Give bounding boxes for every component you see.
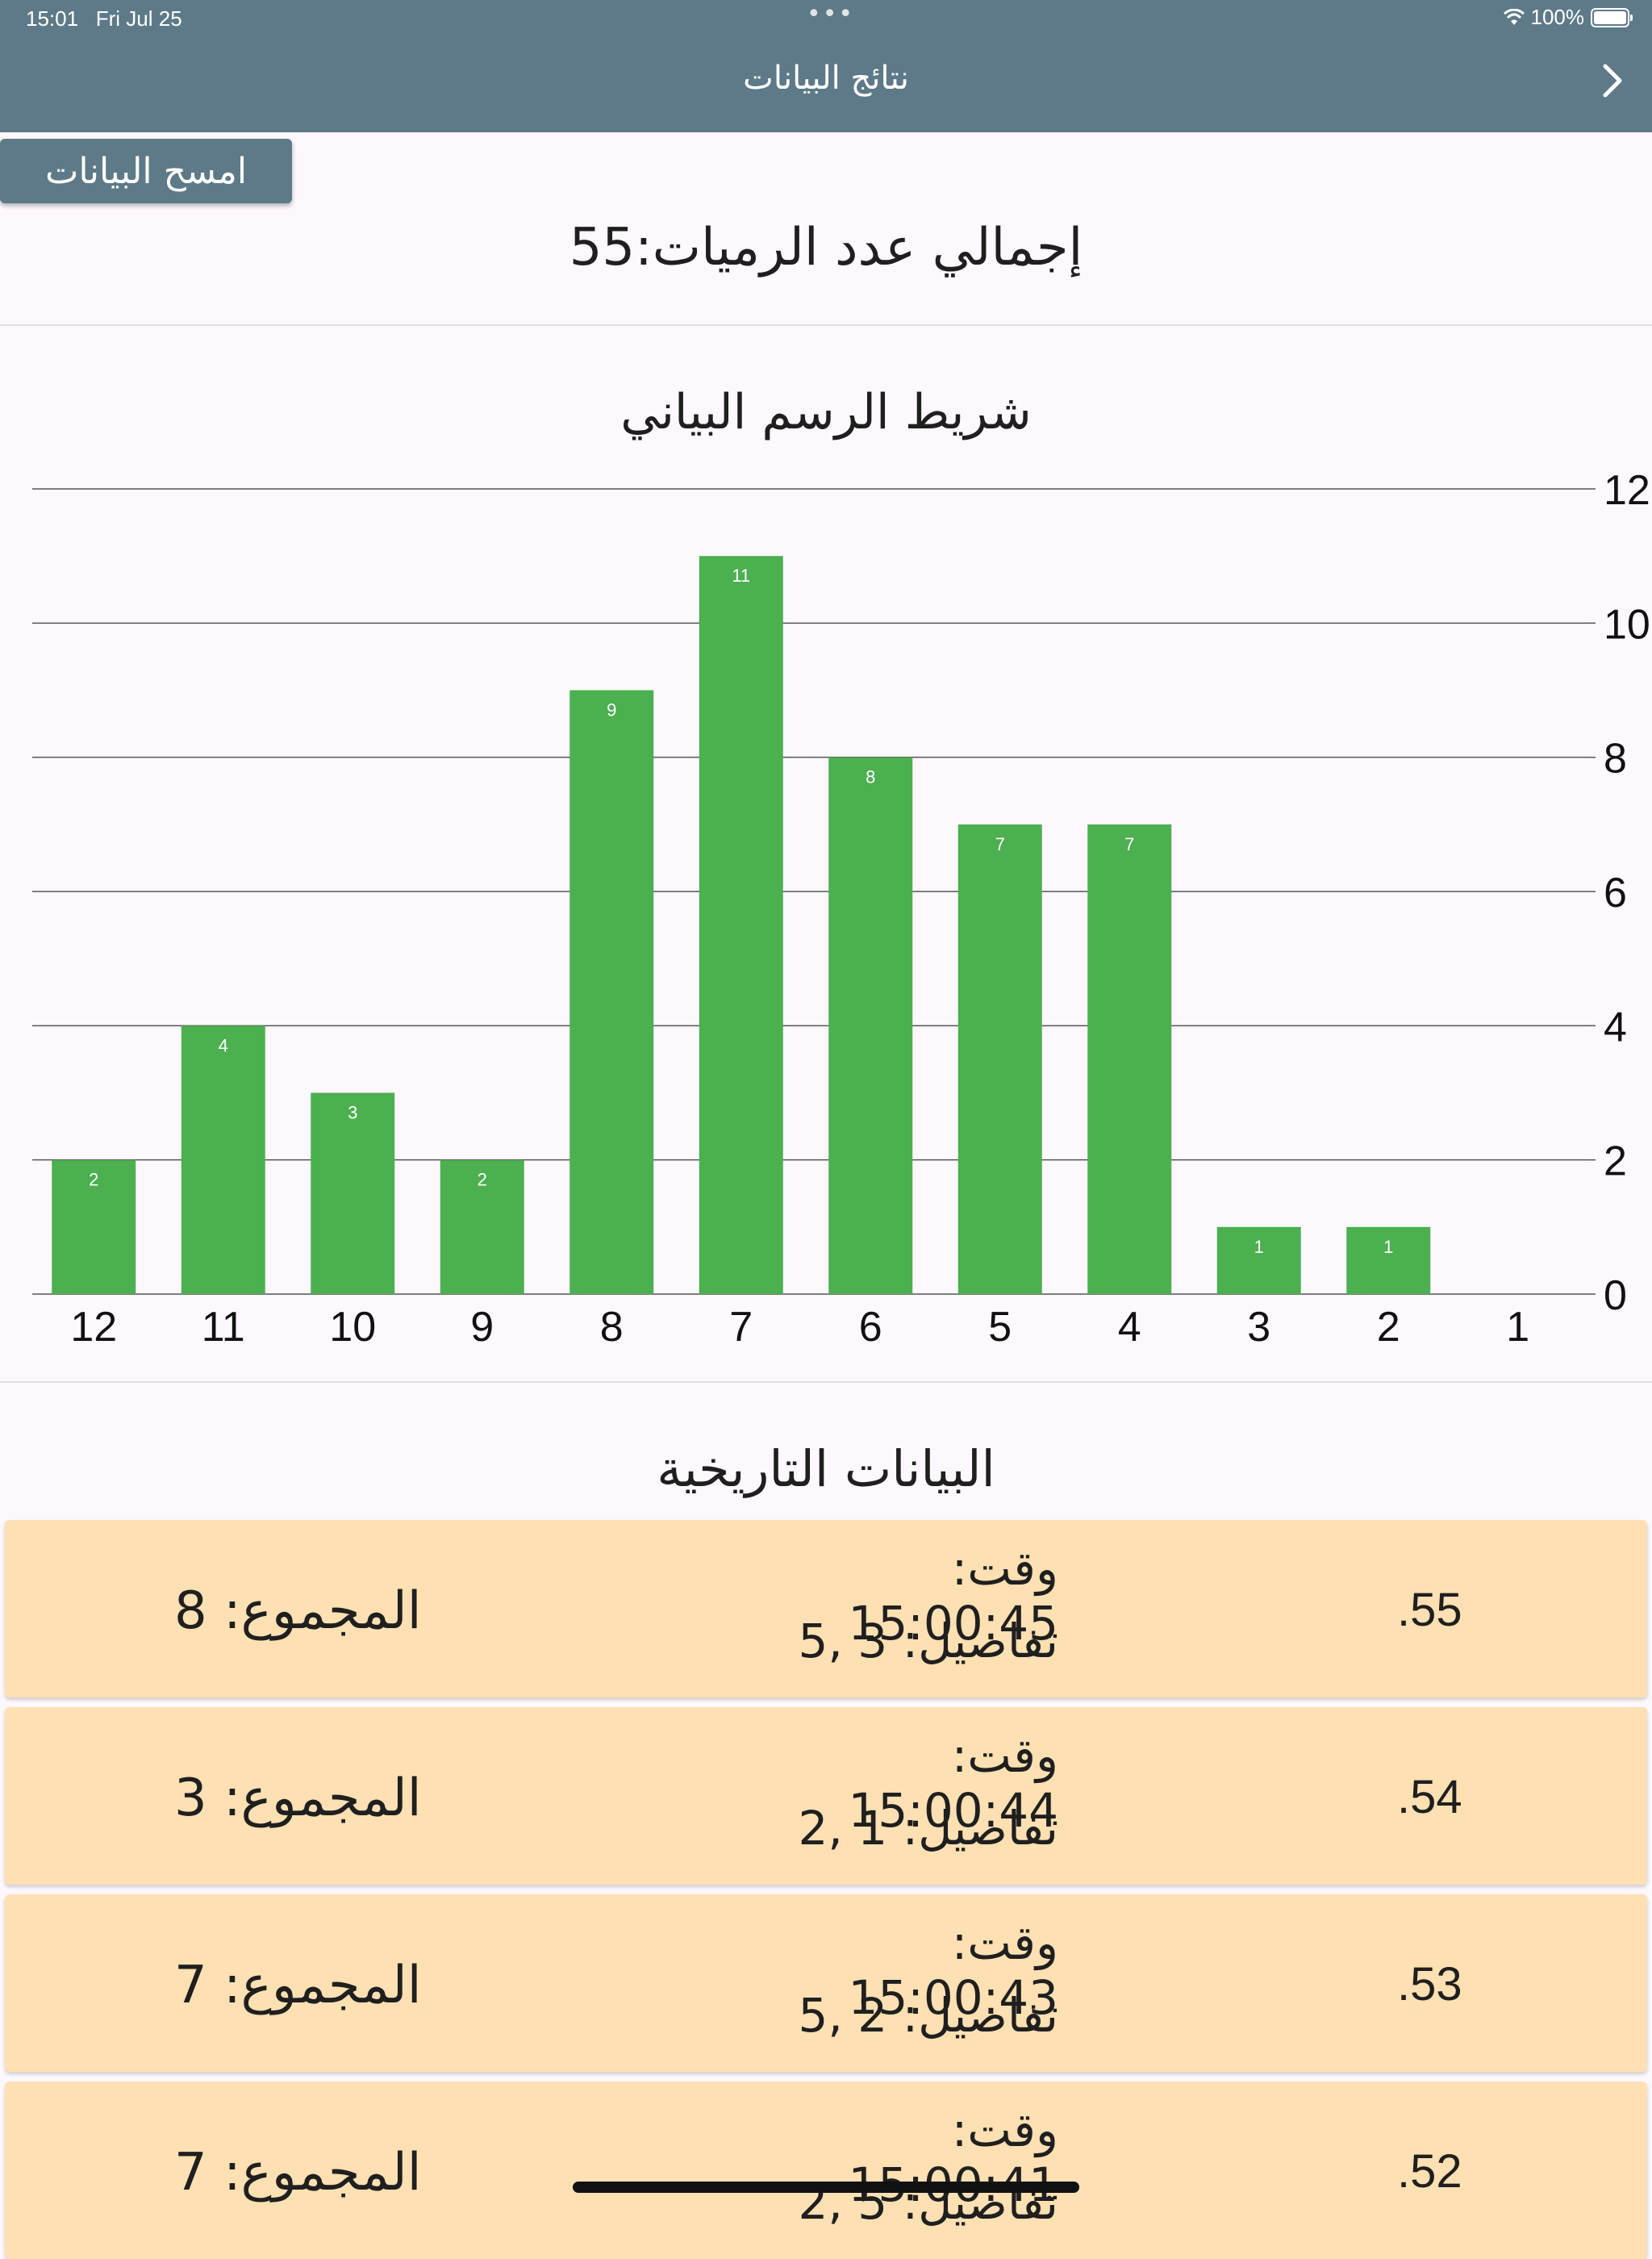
bar bbox=[181, 1025, 265, 1294]
total-rolls: إجمالي عدد الرميات:55 bbox=[0, 218, 1652, 278]
bar bbox=[311, 1092, 395, 1294]
x-tick-label: 10 bbox=[329, 1304, 376, 1351]
bar bbox=[1087, 824, 1172, 1294]
row-total: المجموع: 7 bbox=[174, 1956, 422, 2015]
bar bbox=[957, 824, 1042, 1294]
row-index: .53 bbox=[1397, 1958, 1462, 2011]
row-details: تفاصيل: 1 ,2 bbox=[798, 1801, 1059, 1856]
divider bbox=[0, 1381, 1652, 1383]
multitasking-dots-icon[interactable]: ••• bbox=[807, 0, 855, 28]
bar bbox=[440, 1159, 524, 1294]
history-row[interactable]: .54 وقت: 15:00:44 تفاصيل: 1 ,2 المجموع: 3 bbox=[5, 1707, 1647, 1885]
row-time: وقت: 15:00:44 bbox=[848, 1728, 1059, 1838]
status-time: 15:01 Fri Jul 25 bbox=[26, 6, 182, 31]
x-tick-label: 6 bbox=[859, 1304, 882, 1351]
bar-value-label: 7 bbox=[1124, 834, 1134, 854]
home-indicator[interactable] bbox=[573, 2182, 1079, 2193]
row-total: المجموع: 3 bbox=[174, 1768, 422, 1828]
x-tick-label: 4 bbox=[1118, 1304, 1141, 1351]
battery-icon bbox=[1591, 7, 1633, 27]
bar-value-label: 2 bbox=[478, 1170, 487, 1190]
y-tick-label: 12 bbox=[1604, 467, 1650, 514]
bar-value-label: 1 bbox=[1254, 1237, 1264, 1257]
row-time: وقت: 15:00:45 bbox=[848, 1541, 1059, 1651]
x-tick-label: 2 bbox=[1377, 1304, 1400, 1351]
bar bbox=[828, 757, 913, 1294]
x-tick-label: 9 bbox=[470, 1304, 494, 1351]
history-title: البيانات التاريخية bbox=[657, 1439, 995, 1498]
x-tick-label: 7 bbox=[729, 1304, 753, 1351]
status-date: Fri Jul 25 bbox=[95, 6, 182, 31]
total-rolls-value: 55 bbox=[569, 218, 636, 278]
x-tick-label: 11 bbox=[202, 1304, 245, 1351]
page-title: نتائج البيانات bbox=[743, 60, 909, 97]
bar-value-label: 1 bbox=[1383, 1237, 1393, 1257]
bar-value-label: 8 bbox=[866, 767, 875, 787]
x-tick-label: 8 bbox=[600, 1304, 624, 1351]
bar-value-label: 2 bbox=[89, 1170, 98, 1190]
status-indicators: 100% bbox=[1503, 5, 1633, 30]
bar-value-label: 11 bbox=[732, 566, 750, 586]
chart-title: شريط الرسم البياني bbox=[620, 384, 1032, 441]
wifi-icon bbox=[1503, 8, 1525, 25]
y-tick-label: 6 bbox=[1604, 870, 1627, 917]
y-tick-label: 4 bbox=[1604, 1004, 1627, 1050]
row-index: .54 bbox=[1397, 1771, 1462, 1823]
divider bbox=[0, 324, 1652, 326]
bar bbox=[1346, 1226, 1431, 1294]
bar-value-label: 7 bbox=[995, 834, 1005, 854]
y-tick-label: 2 bbox=[1604, 1138, 1627, 1185]
total-rolls-label: إجمالي عدد الرميات: bbox=[635, 218, 1083, 278]
row-details: تفاصيل: 3 ,5 bbox=[798, 1614, 1059, 1668]
bar bbox=[52, 1159, 136, 1294]
x-tick-label: 3 bbox=[1247, 1304, 1270, 1351]
row-total: المجموع: 7 bbox=[174, 2143, 422, 2203]
bar bbox=[569, 690, 654, 1294]
x-tick-label: 1 bbox=[1506, 1304, 1529, 1351]
history-row[interactable]: .53 وقت: 15:00:43 تفاصيل: 2 ,5 المجموع: 7 bbox=[5, 1894, 1647, 2072]
row-index: .55 bbox=[1397, 1584, 1462, 1636]
bar-value-label: 4 bbox=[219, 1035, 228, 1055]
bar bbox=[1216, 1226, 1301, 1294]
battery-percent: 100% bbox=[1530, 5, 1585, 29]
navigation-bar: 15:01 Fri Jul 25 ••• 100% نتائج البيانات bbox=[0, 0, 1652, 132]
y-tick-label: 0 bbox=[1604, 1272, 1627, 1319]
status-clock: 15:01 bbox=[26, 6, 79, 31]
bar-value-label: 9 bbox=[607, 700, 616, 720]
row-time: وقت: 15:00:43 bbox=[848, 1915, 1059, 2025]
bar bbox=[699, 556, 783, 1294]
x-tick-label: 12 bbox=[70, 1304, 117, 1351]
row-details: تفاصيل: 2 ,5 bbox=[798, 1988, 1059, 2043]
y-tick-label: 10 bbox=[1604, 601, 1650, 648]
clear-data-button[interactable]: امسح البيانات bbox=[0, 139, 292, 203]
y-tick-label: 8 bbox=[1604, 736, 1627, 783]
chevron-right-icon[interactable] bbox=[1597, 58, 1629, 103]
row-total: المجموع: 8 bbox=[174, 1581, 422, 1641]
x-tick-label: 5 bbox=[988, 1304, 1012, 1351]
bar-value-label: 3 bbox=[348, 1103, 357, 1123]
row-index: .52 bbox=[1397, 2145, 1462, 2198]
history-row[interactable]: .55 وقت: 15:00:45 تفاصيل: 3 ,5 المجموع: 8 bbox=[5, 1520, 1647, 1697]
